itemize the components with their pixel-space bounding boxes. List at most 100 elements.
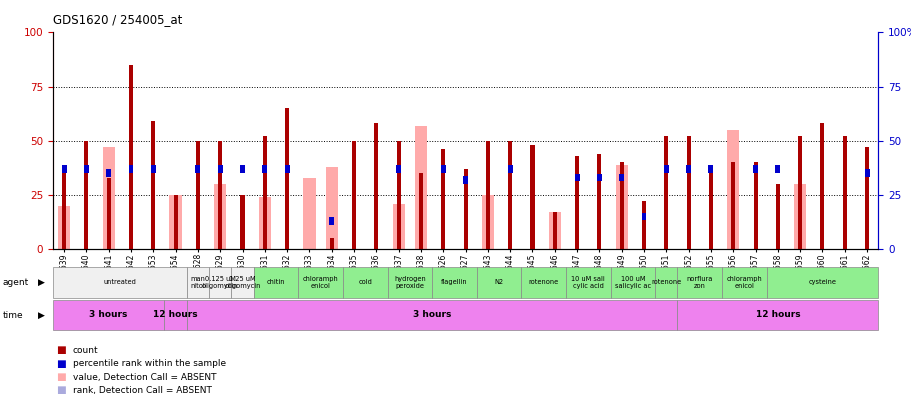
Bar <box>432 267 476 298</box>
Text: 0.125 uM
oligomycin: 0.125 uM oligomycin <box>202 276 238 289</box>
Bar <box>775 184 779 249</box>
Bar <box>752 165 757 173</box>
Text: GDS1620 / 254005_at: GDS1620 / 254005_at <box>53 13 182 26</box>
Bar <box>209 267 231 298</box>
Bar <box>677 267 722 298</box>
Bar <box>84 165 88 173</box>
Text: ■: ■ <box>56 345 67 355</box>
Text: ▶: ▶ <box>38 311 46 320</box>
Bar <box>766 267 877 298</box>
Bar <box>530 145 534 249</box>
Text: chloramph
enicol: chloramph enicol <box>726 276 762 289</box>
Bar <box>285 108 289 249</box>
Text: 100 uM
salicylic ac: 100 uM salicylic ac <box>614 276 650 289</box>
Text: ▶: ▶ <box>38 278 46 287</box>
Bar <box>566 267 609 298</box>
Bar <box>352 141 355 249</box>
Bar <box>395 165 401 173</box>
Bar <box>793 184 805 249</box>
Text: untreated: untreated <box>103 279 136 286</box>
Bar <box>865 147 868 249</box>
Bar <box>507 141 512 249</box>
Bar <box>708 173 712 249</box>
Bar <box>352 195 355 249</box>
Text: chitin: chitin <box>266 279 285 286</box>
Bar <box>548 212 560 249</box>
Text: value, Detection Call = ABSENT: value, Detection Call = ABSENT <box>73 373 216 382</box>
Bar <box>173 195 178 249</box>
Text: N2: N2 <box>494 279 503 286</box>
Bar <box>214 184 226 249</box>
Bar <box>106 169 111 177</box>
Bar <box>654 267 677 298</box>
Bar <box>262 136 267 249</box>
Text: 10 uM sali
cylic acid: 10 uM sali cylic acid <box>571 276 605 289</box>
Bar <box>708 165 712 173</box>
Bar <box>640 213 646 220</box>
Text: 3 hours: 3 hours <box>89 310 128 320</box>
Bar <box>53 300 164 330</box>
Text: rotenone: rotenone <box>528 279 558 286</box>
Bar <box>686 191 690 249</box>
Bar <box>481 195 494 249</box>
Bar <box>731 162 734 249</box>
Bar <box>752 162 757 249</box>
Bar <box>641 201 645 249</box>
Text: agent: agent <box>3 278 29 287</box>
Bar <box>62 165 67 173</box>
Text: percentile rank within the sample: percentile rank within the sample <box>73 359 226 368</box>
Bar <box>463 176 467 183</box>
Bar <box>615 164 627 249</box>
Bar <box>574 174 578 181</box>
Text: cysteine: cysteine <box>808 279 835 286</box>
Bar <box>107 177 110 249</box>
Bar <box>396 141 400 249</box>
Bar <box>262 165 267 173</box>
Bar <box>151 121 155 249</box>
Bar <box>641 219 645 249</box>
Text: rank, Detection Call = ABSENT: rank, Detection Call = ABSENT <box>73 386 211 395</box>
Text: norflura
zon: norflura zon <box>686 276 712 289</box>
Bar <box>820 124 824 249</box>
Bar <box>597 154 600 249</box>
Bar <box>164 300 187 330</box>
Bar <box>507 193 512 249</box>
Bar <box>463 169 467 249</box>
Bar <box>507 165 512 173</box>
Bar <box>663 136 668 249</box>
Bar <box>303 177 315 249</box>
Text: hydrogen
peroxide: hydrogen peroxide <box>394 276 425 289</box>
Bar <box>864 169 868 177</box>
Bar <box>722 267 766 298</box>
Bar <box>241 195 244 249</box>
Bar <box>486 141 489 249</box>
Bar <box>476 267 521 298</box>
Bar <box>150 165 156 173</box>
Text: time: time <box>3 311 24 320</box>
Bar <box>284 165 290 173</box>
Bar <box>619 162 623 249</box>
Bar <box>440 165 445 173</box>
Bar <box>240 165 245 173</box>
Bar <box>62 173 66 249</box>
Bar <box>298 267 343 298</box>
Bar <box>726 130 739 249</box>
Text: man
nitol: man nitol <box>190 276 205 289</box>
Bar <box>686 136 690 249</box>
Bar <box>259 197 271 249</box>
Text: ■: ■ <box>56 359 67 369</box>
Text: 1.25 uM
oligomycin: 1.25 uM oligomycin <box>224 276 261 289</box>
Bar <box>169 195 181 249</box>
Bar <box>415 126 426 249</box>
Bar <box>218 165 222 173</box>
Bar <box>195 165 200 173</box>
Text: 12 hours: 12 hours <box>153 310 198 320</box>
Bar <box>218 141 222 249</box>
Text: 3 hours: 3 hours <box>413 310 451 320</box>
Text: ■: ■ <box>56 386 67 395</box>
Bar <box>575 156 578 249</box>
Bar <box>521 267 566 298</box>
Text: ■: ■ <box>56 372 67 382</box>
Bar <box>797 136 802 249</box>
Bar <box>619 174 623 181</box>
